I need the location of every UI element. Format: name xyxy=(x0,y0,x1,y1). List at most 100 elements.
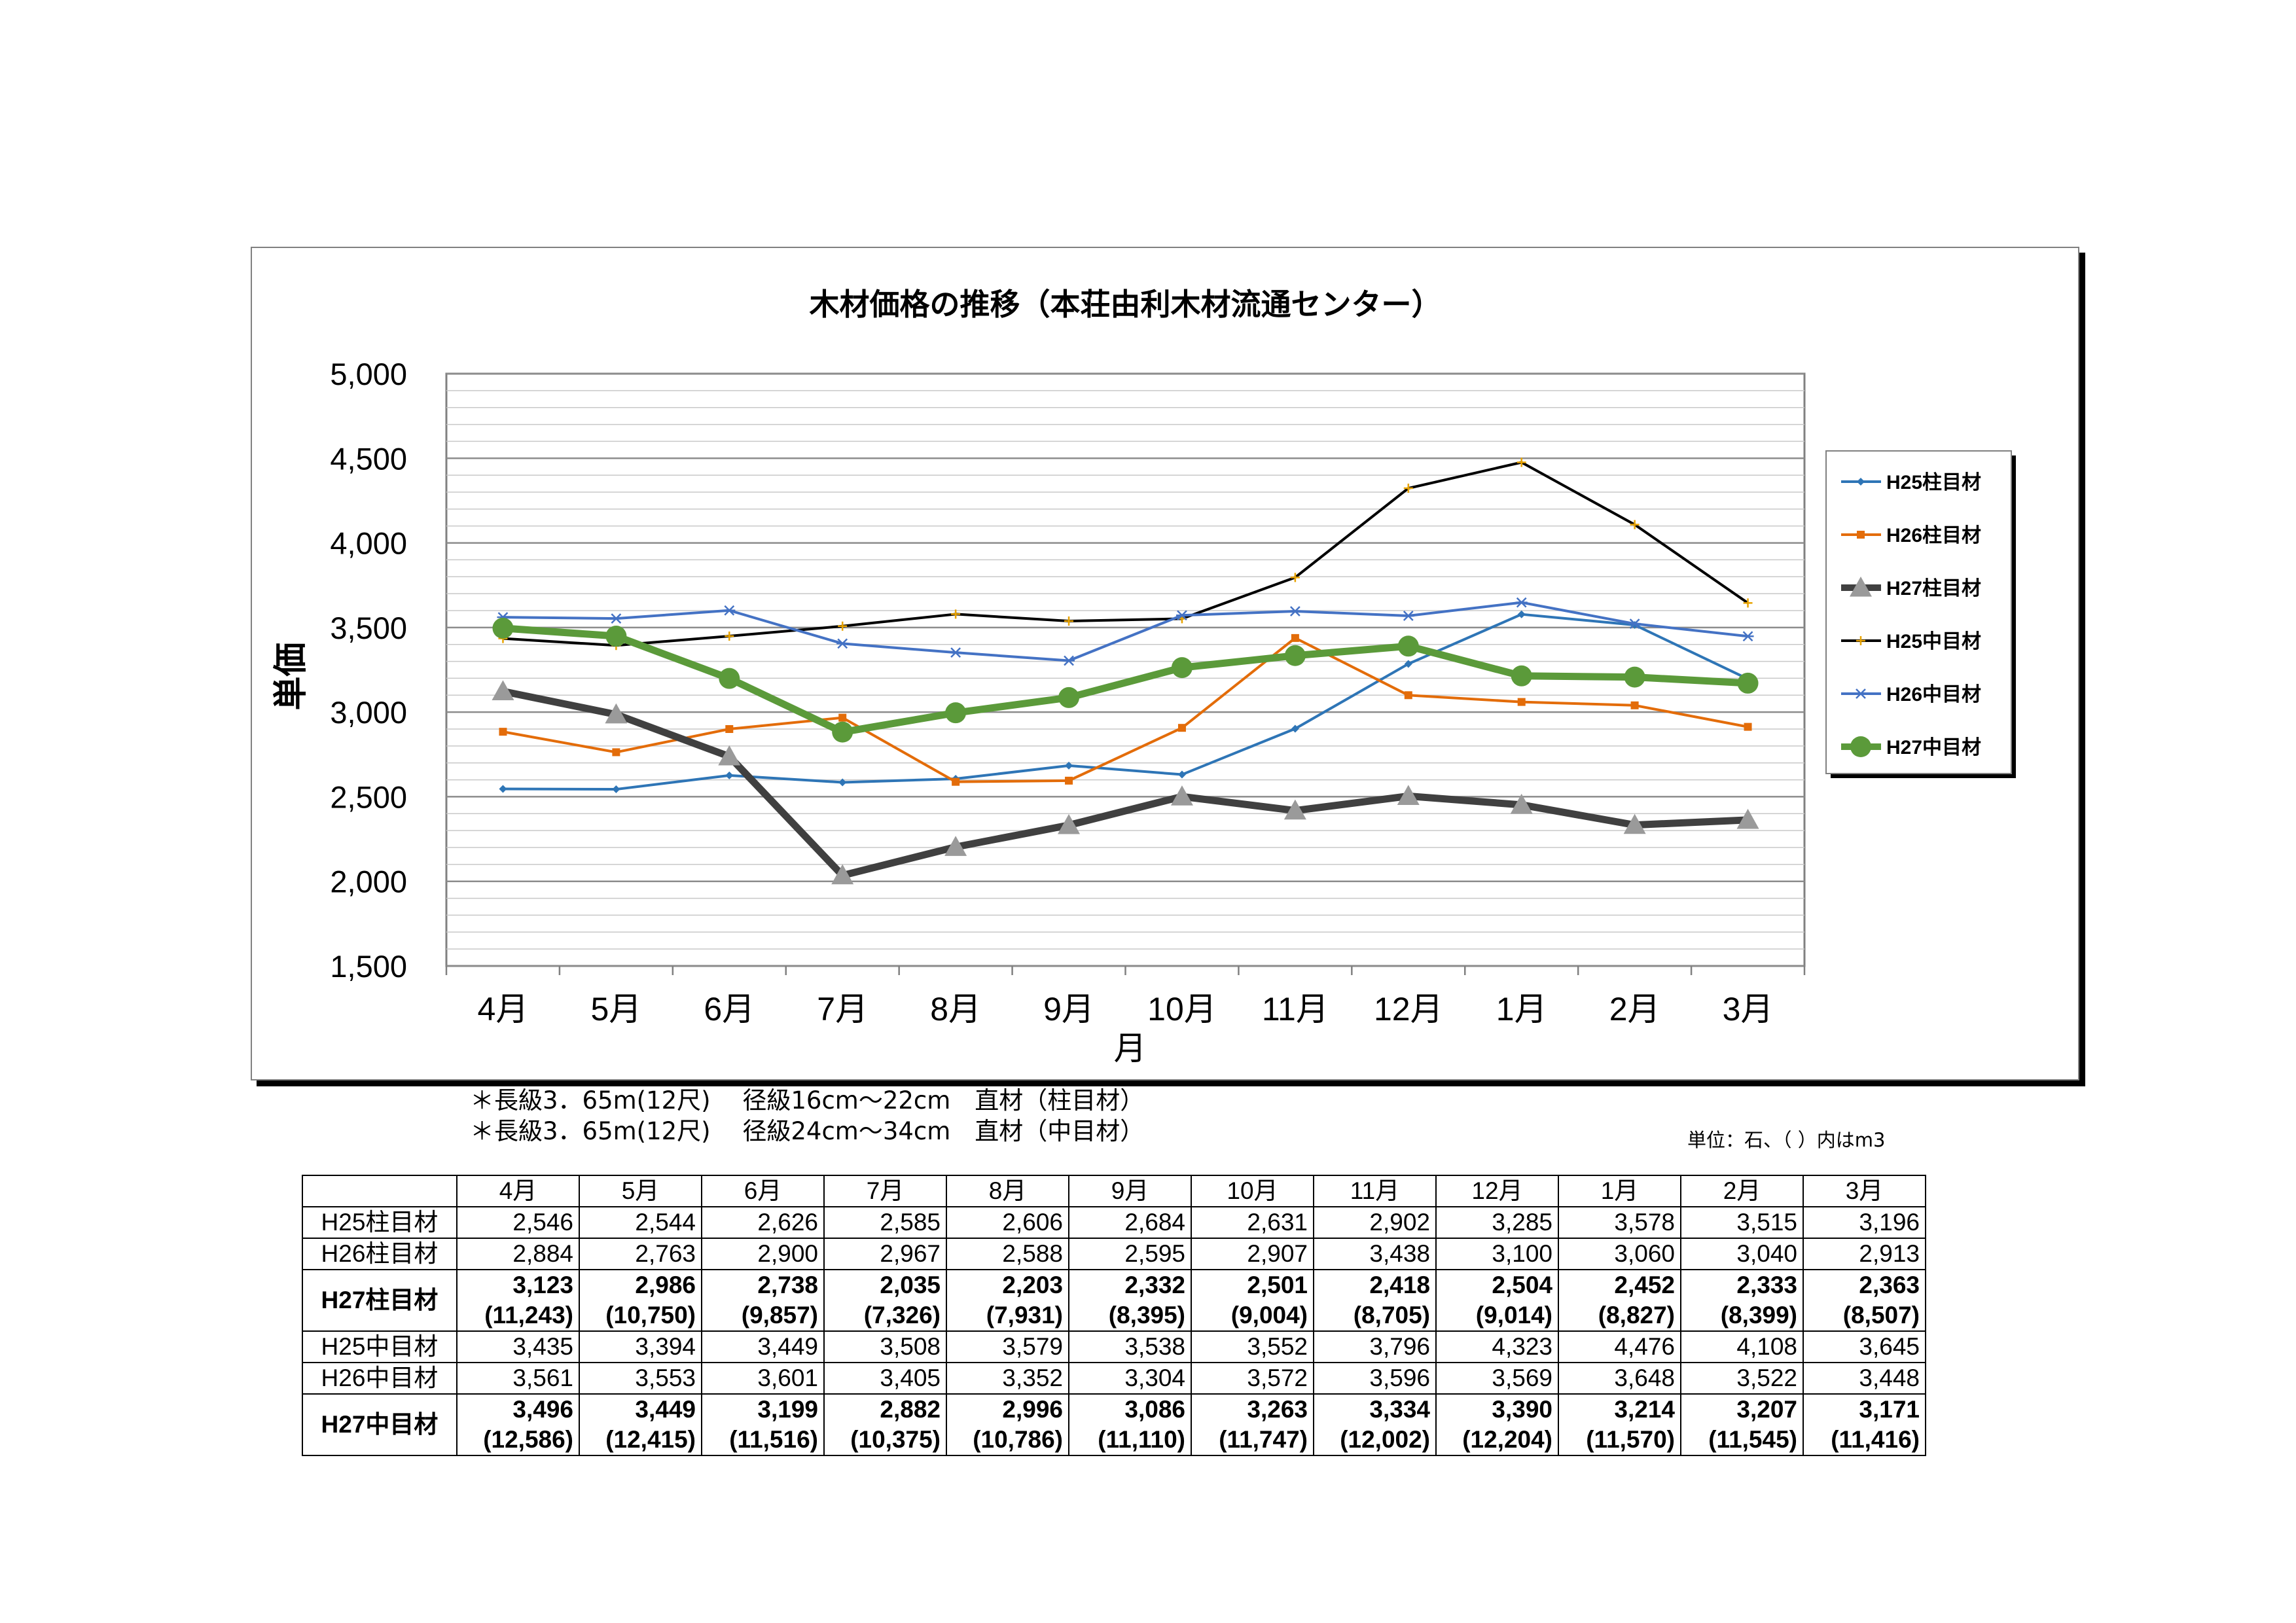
data-point xyxy=(725,632,734,641)
data-point xyxy=(952,777,960,786)
data-point xyxy=(610,613,622,624)
data-point xyxy=(1397,635,1419,657)
table-cell-m3-value: (9,857) xyxy=(741,1302,818,1329)
note-line-1: ＊長級3．65m(12尺) 径級16cm～22cm 直材（柱目材） xyxy=(470,1086,1145,1115)
table-cell: 2,884 xyxy=(456,1238,580,1270)
table-cell-value: 2,332 xyxy=(1124,1272,1185,1298)
table-cell-m3-value: (8,705) xyxy=(1353,1302,1430,1329)
table-cell-value: 2,418 xyxy=(1369,1272,1430,1298)
table-cell: 2,626 xyxy=(701,1206,825,1239)
table-cell-value: 3,207 xyxy=(1736,1396,1797,1423)
table-cell: 3,578 xyxy=(1558,1206,1681,1239)
table-row-label: H27柱目材 xyxy=(302,1269,457,1332)
table-cell-m3-value: (12,204) xyxy=(1462,1426,1552,1453)
data-point xyxy=(719,668,740,689)
data-point xyxy=(1065,776,1073,785)
table-cell: 2,418 (8,705) xyxy=(1313,1269,1437,1332)
data-point xyxy=(838,621,848,631)
table-row-label: H25柱目材 xyxy=(302,1206,457,1239)
data-point xyxy=(1284,645,1306,666)
table-cell: 3,086 (11,110) xyxy=(1068,1393,1192,1456)
table-body: H25柱目材 2,546 2,544 2,626 2,585 2,606 2,684 2,63… xyxy=(302,1206,1926,1456)
x-tick-label: 4月 xyxy=(478,991,529,1027)
table-cell: 4,323 xyxy=(1435,1330,1559,1363)
table-cell: 2,452 (8,827) xyxy=(1558,1269,1681,1332)
table-cell: 3,645 xyxy=(1803,1330,1926,1363)
data-point xyxy=(1630,520,1640,529)
table-row: H27柱目材 3,123 (11,243) 2,986 (10,750) 2,738 (9,… xyxy=(302,1269,1926,1332)
table-cell: 2,996 (10,786) xyxy=(946,1393,1069,1456)
data-point xyxy=(718,745,741,766)
data-point xyxy=(1510,793,1533,814)
table-header-month: 6月 xyxy=(701,1175,825,1207)
table-cell-m3-value: (11,516) xyxy=(729,1426,818,1453)
table-cell: 3,171 (11,416) xyxy=(1803,1393,1926,1456)
chart-title: 木材価格の推移（本荘由利木材流通センター） xyxy=(810,287,1442,321)
legend-label: H27中目材 xyxy=(1886,737,1981,758)
table-cell: 3,435 xyxy=(456,1330,580,1363)
table-cell: 3,601 xyxy=(701,1362,825,1395)
table-cell-value: 2,504 xyxy=(1492,1272,1552,1298)
table-cell: 2,546 xyxy=(456,1206,580,1239)
table-cell: 2,913 xyxy=(1803,1238,1926,1270)
x-axis-title: 月 xyxy=(1114,1030,1147,1067)
y-axis-title: 単価 xyxy=(272,642,310,710)
data-point xyxy=(836,638,849,649)
data-point xyxy=(1291,724,1299,733)
table-cell: 2,035 (7,326) xyxy=(823,1269,947,1332)
data-point xyxy=(1856,636,1865,645)
data-point xyxy=(1065,761,1073,770)
table-cell-value: 3,086 xyxy=(1124,1396,1185,1423)
table-cell-value: 2,882 xyxy=(880,1396,941,1423)
table-cell: 3,538 xyxy=(1068,1330,1192,1363)
x-tick-label: 8月 xyxy=(930,991,981,1027)
x-tick-label: 1月 xyxy=(1496,991,1547,1027)
table-header-month: 2月 xyxy=(1680,1175,1804,1207)
table-cell: 2,332 (8,395) xyxy=(1068,1269,1192,1332)
table-cell: 2,606 xyxy=(946,1206,1069,1239)
table-row: H27中目材 3,496 (12,586) 3,449 (12,415) 3,199 (11… xyxy=(302,1393,1926,1456)
table-cell-value: 3,449 xyxy=(635,1396,696,1423)
data-point xyxy=(1170,785,1193,806)
data-point xyxy=(1857,531,1865,539)
table-cell: 3,449 (12,415) xyxy=(579,1393,702,1456)
table-header-month: 11月 xyxy=(1313,1175,1437,1207)
legend-label: H27柱目材 xyxy=(1886,578,1981,599)
data-point xyxy=(605,626,627,647)
table-cell: 3,207 (11,545) xyxy=(1680,1393,1804,1456)
table-cell-m3-value: (12,415) xyxy=(605,1426,696,1453)
table-cell: 3,596 xyxy=(1313,1362,1437,1395)
data-point xyxy=(1628,618,1641,630)
table-cell: 3,515 xyxy=(1680,1206,1804,1239)
y-tick-label: 4,500 xyxy=(330,441,407,476)
legend-label: H26柱目材 xyxy=(1886,525,1981,546)
x-tick-label: 9月 xyxy=(1043,991,1094,1027)
y-tick-label: 2,500 xyxy=(330,779,407,814)
data-point xyxy=(1511,665,1532,687)
data-point xyxy=(492,617,514,639)
table-cell-m3-value: (8,507) xyxy=(1842,1302,1920,1329)
table-cell-value: 3,390 xyxy=(1492,1396,1552,1423)
data-point xyxy=(1403,484,1413,493)
data-point xyxy=(1404,660,1412,668)
table-cell: 3,352 xyxy=(946,1362,1069,1395)
series-line-3 xyxy=(502,687,1748,880)
table-cell: 2,900 xyxy=(701,1238,825,1270)
table-cell: 3,796 xyxy=(1313,1330,1437,1363)
data-point xyxy=(723,605,736,616)
data-point xyxy=(1516,457,1526,467)
data-point xyxy=(1517,610,1526,618)
table-cell: 3,304 xyxy=(1068,1362,1192,1395)
data-point xyxy=(1177,724,1186,732)
table-cell-m3-value: (12,002) xyxy=(1340,1426,1430,1453)
table-cell: 3,405 xyxy=(823,1362,947,1395)
table-cell-value: 2,986 xyxy=(635,1272,696,1298)
table-cell: 2,585 xyxy=(823,1206,947,1239)
table-cell: 3,394 xyxy=(579,1330,702,1363)
table-cell-m3-value: (11,747) xyxy=(1219,1426,1308,1453)
plot-area xyxy=(445,372,1806,967)
data-point xyxy=(945,702,967,724)
table-cell: 2,763 xyxy=(579,1238,702,1270)
table-cell: 3,449 xyxy=(701,1330,825,1363)
data-point xyxy=(1624,666,1645,688)
